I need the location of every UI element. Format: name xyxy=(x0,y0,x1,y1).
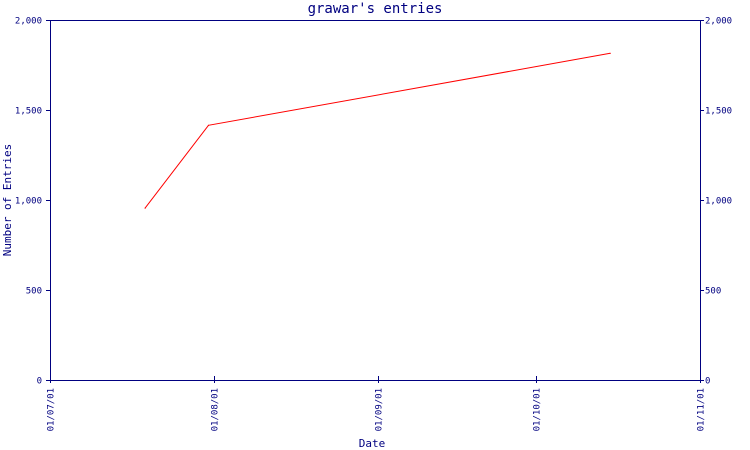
x-tick-label: 01/08/01 xyxy=(211,388,221,431)
y-tick-label: 2,000 xyxy=(15,17,42,27)
y-right-tick-label: 500 xyxy=(705,287,721,297)
y-tick-label: 0 xyxy=(37,377,42,387)
x-axis: 01/07/01 01/08/01 01/09/01 01/10/01 01/11/01 xyxy=(47,376,707,431)
x-tick-label: 01/10/01 xyxy=(533,388,543,431)
y-right-tick-label: 2,000 xyxy=(705,17,732,27)
y-axis-label: Number of Entries xyxy=(1,144,14,257)
left-y-axis: 0 500 1,000 1,500 2,000 xyxy=(15,17,51,387)
y-tick-label: 1,000 xyxy=(15,197,42,207)
x-axis-label: Date xyxy=(359,437,386,450)
data-point xyxy=(144,207,146,209)
right-y-axis: 0 500 1,000 1,500 2,000 xyxy=(700,17,732,387)
x-tick-label: 01/09/01 xyxy=(375,388,385,431)
y-right-tick-label: 1,500 xyxy=(705,107,732,117)
x-tick-label: 01/07/01 xyxy=(47,388,57,431)
plot-frame xyxy=(50,20,701,381)
y-right-tick-label: 1,000 xyxy=(705,197,732,207)
chart-title: grawar's entries xyxy=(307,1,443,17)
y-right-tick-label: 0 xyxy=(705,377,710,387)
data-point xyxy=(609,52,611,54)
data-point xyxy=(207,124,210,126)
series-layer xyxy=(144,52,611,209)
y-tick-label: 500 xyxy=(26,287,42,297)
x-tick-label: 01/11/01 xyxy=(697,388,707,431)
y-tick-label: 1,500 xyxy=(15,107,42,117)
series-line xyxy=(144,52,611,209)
